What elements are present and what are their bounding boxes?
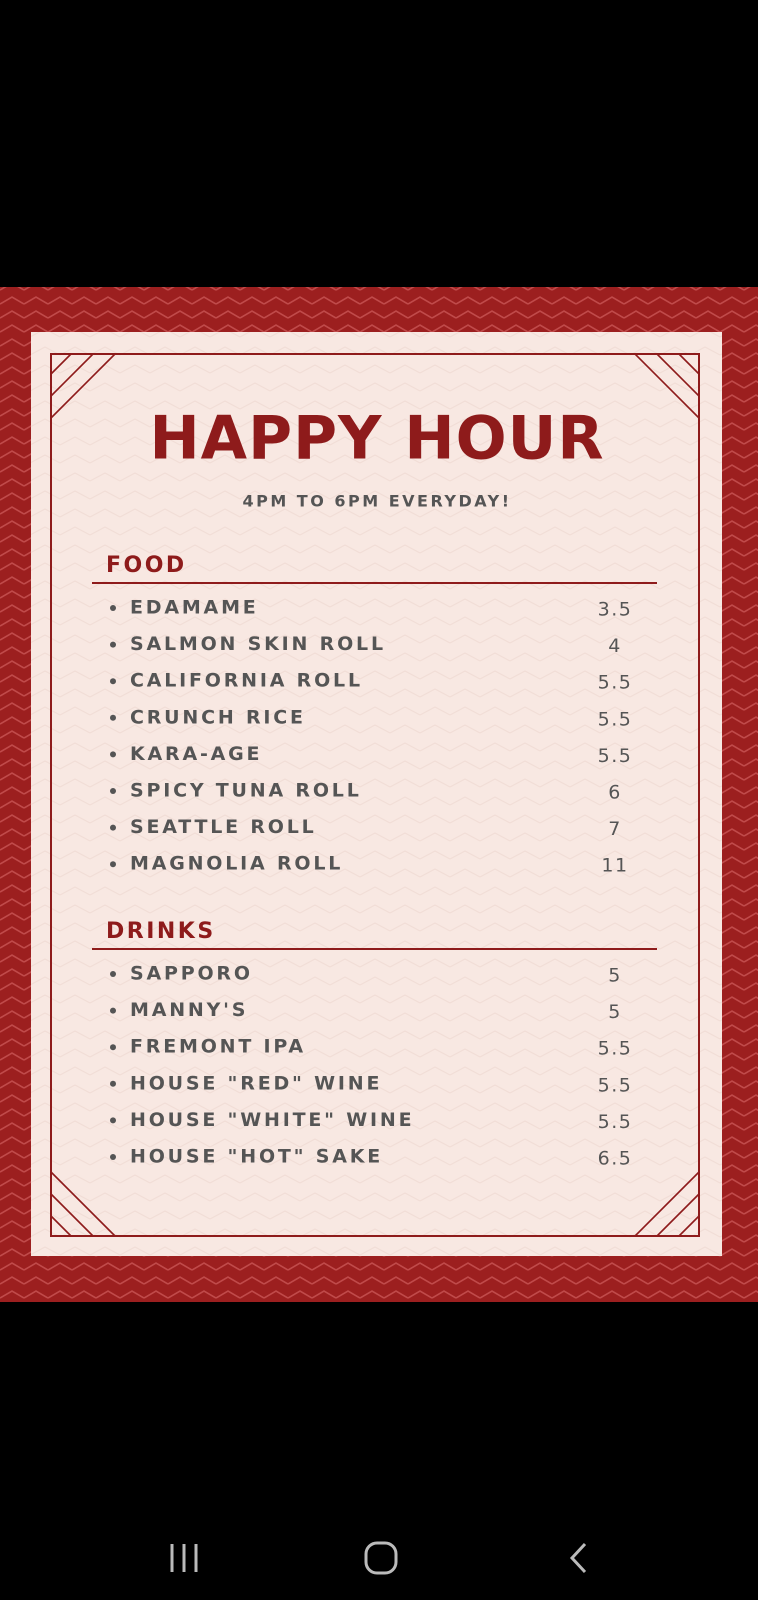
menu-frame [50, 353, 700, 1237]
item-name: SPICY TUNA ROLL [130, 780, 362, 802]
back-button[interactable] [569, 1542, 587, 1574]
bullet [110, 971, 116, 977]
item-name: CALIFORNIA ROLL [130, 670, 363, 692]
bullet [110, 1007, 116, 1014]
item-price: 5.5 [598, 708, 633, 730]
bullet [110, 1044, 116, 1051]
item-name: FREMONT IPA [130, 1036, 306, 1058]
menu-title: HAPPY HOUR [149, 404, 604, 474]
item-price: 4 [608, 635, 622, 657]
home-button[interactable] [364, 1541, 398, 1575]
item-price: 5.5 [598, 745, 633, 767]
bullet [110, 751, 116, 758]
bullet [110, 861, 116, 868]
item-price: 11 [601, 855, 628, 877]
bullet [110, 714, 116, 721]
item-name: CRUNCH RICE [130, 706, 306, 728]
bullet [110, 605, 116, 611]
item-name: SEATTLE ROLL [130, 816, 317, 838]
item-price: 5 [608, 965, 622, 987]
item-name: SAPPORO [130, 963, 253, 985]
corner-lines [50, 353, 700, 1237]
item-name: EDAMAME [130, 597, 259, 619]
item-name: HOUSE "RED" WINE [130, 1072, 382, 1094]
bullet [110, 788, 116, 794]
item-price: 6.5 [598, 1148, 633, 1170]
nav-bar [170, 1541, 587, 1575]
item-price: 5.5 [598, 672, 633, 694]
item-name: MAGNOLIA ROLL [130, 853, 343, 875]
bullet [110, 1117, 116, 1124]
item-name: HOUSE "HOT" SAKE [130, 1146, 383, 1168]
item-price: 5 [608, 1001, 622, 1023]
recent-apps[interactable] [170, 1544, 198, 1572]
item-price: 5.5 [598, 1074, 633, 1096]
bullet [110, 1154, 116, 1160]
item-price: 5.5 [598, 1038, 633, 1060]
bullet [110, 1080, 116, 1087]
bullet [110, 641, 116, 648]
bullet [110, 824, 116, 831]
item-name: MANNY'S [130, 999, 248, 1021]
menu-panel [31, 332, 722, 1256]
item-name: HOUSE "WHITE" WINE [130, 1109, 414, 1131]
menu-subtitle: 4PM TO 6PM EVERYDAY! [242, 492, 511, 511]
bullet [110, 678, 116, 685]
section-heading: DRINKS [106, 919, 216, 944]
section-heading: FOOD [106, 553, 187, 578]
item-name: KARA-AGE [130, 743, 262, 765]
item-name: SALMON SKIN ROLL [130, 633, 386, 655]
item-price: 5.5 [598, 1111, 633, 1133]
item-price: 3.5 [598, 599, 633, 621]
item-price: 7 [608, 818, 622, 840]
item-price: 6 [608, 782, 622, 804]
